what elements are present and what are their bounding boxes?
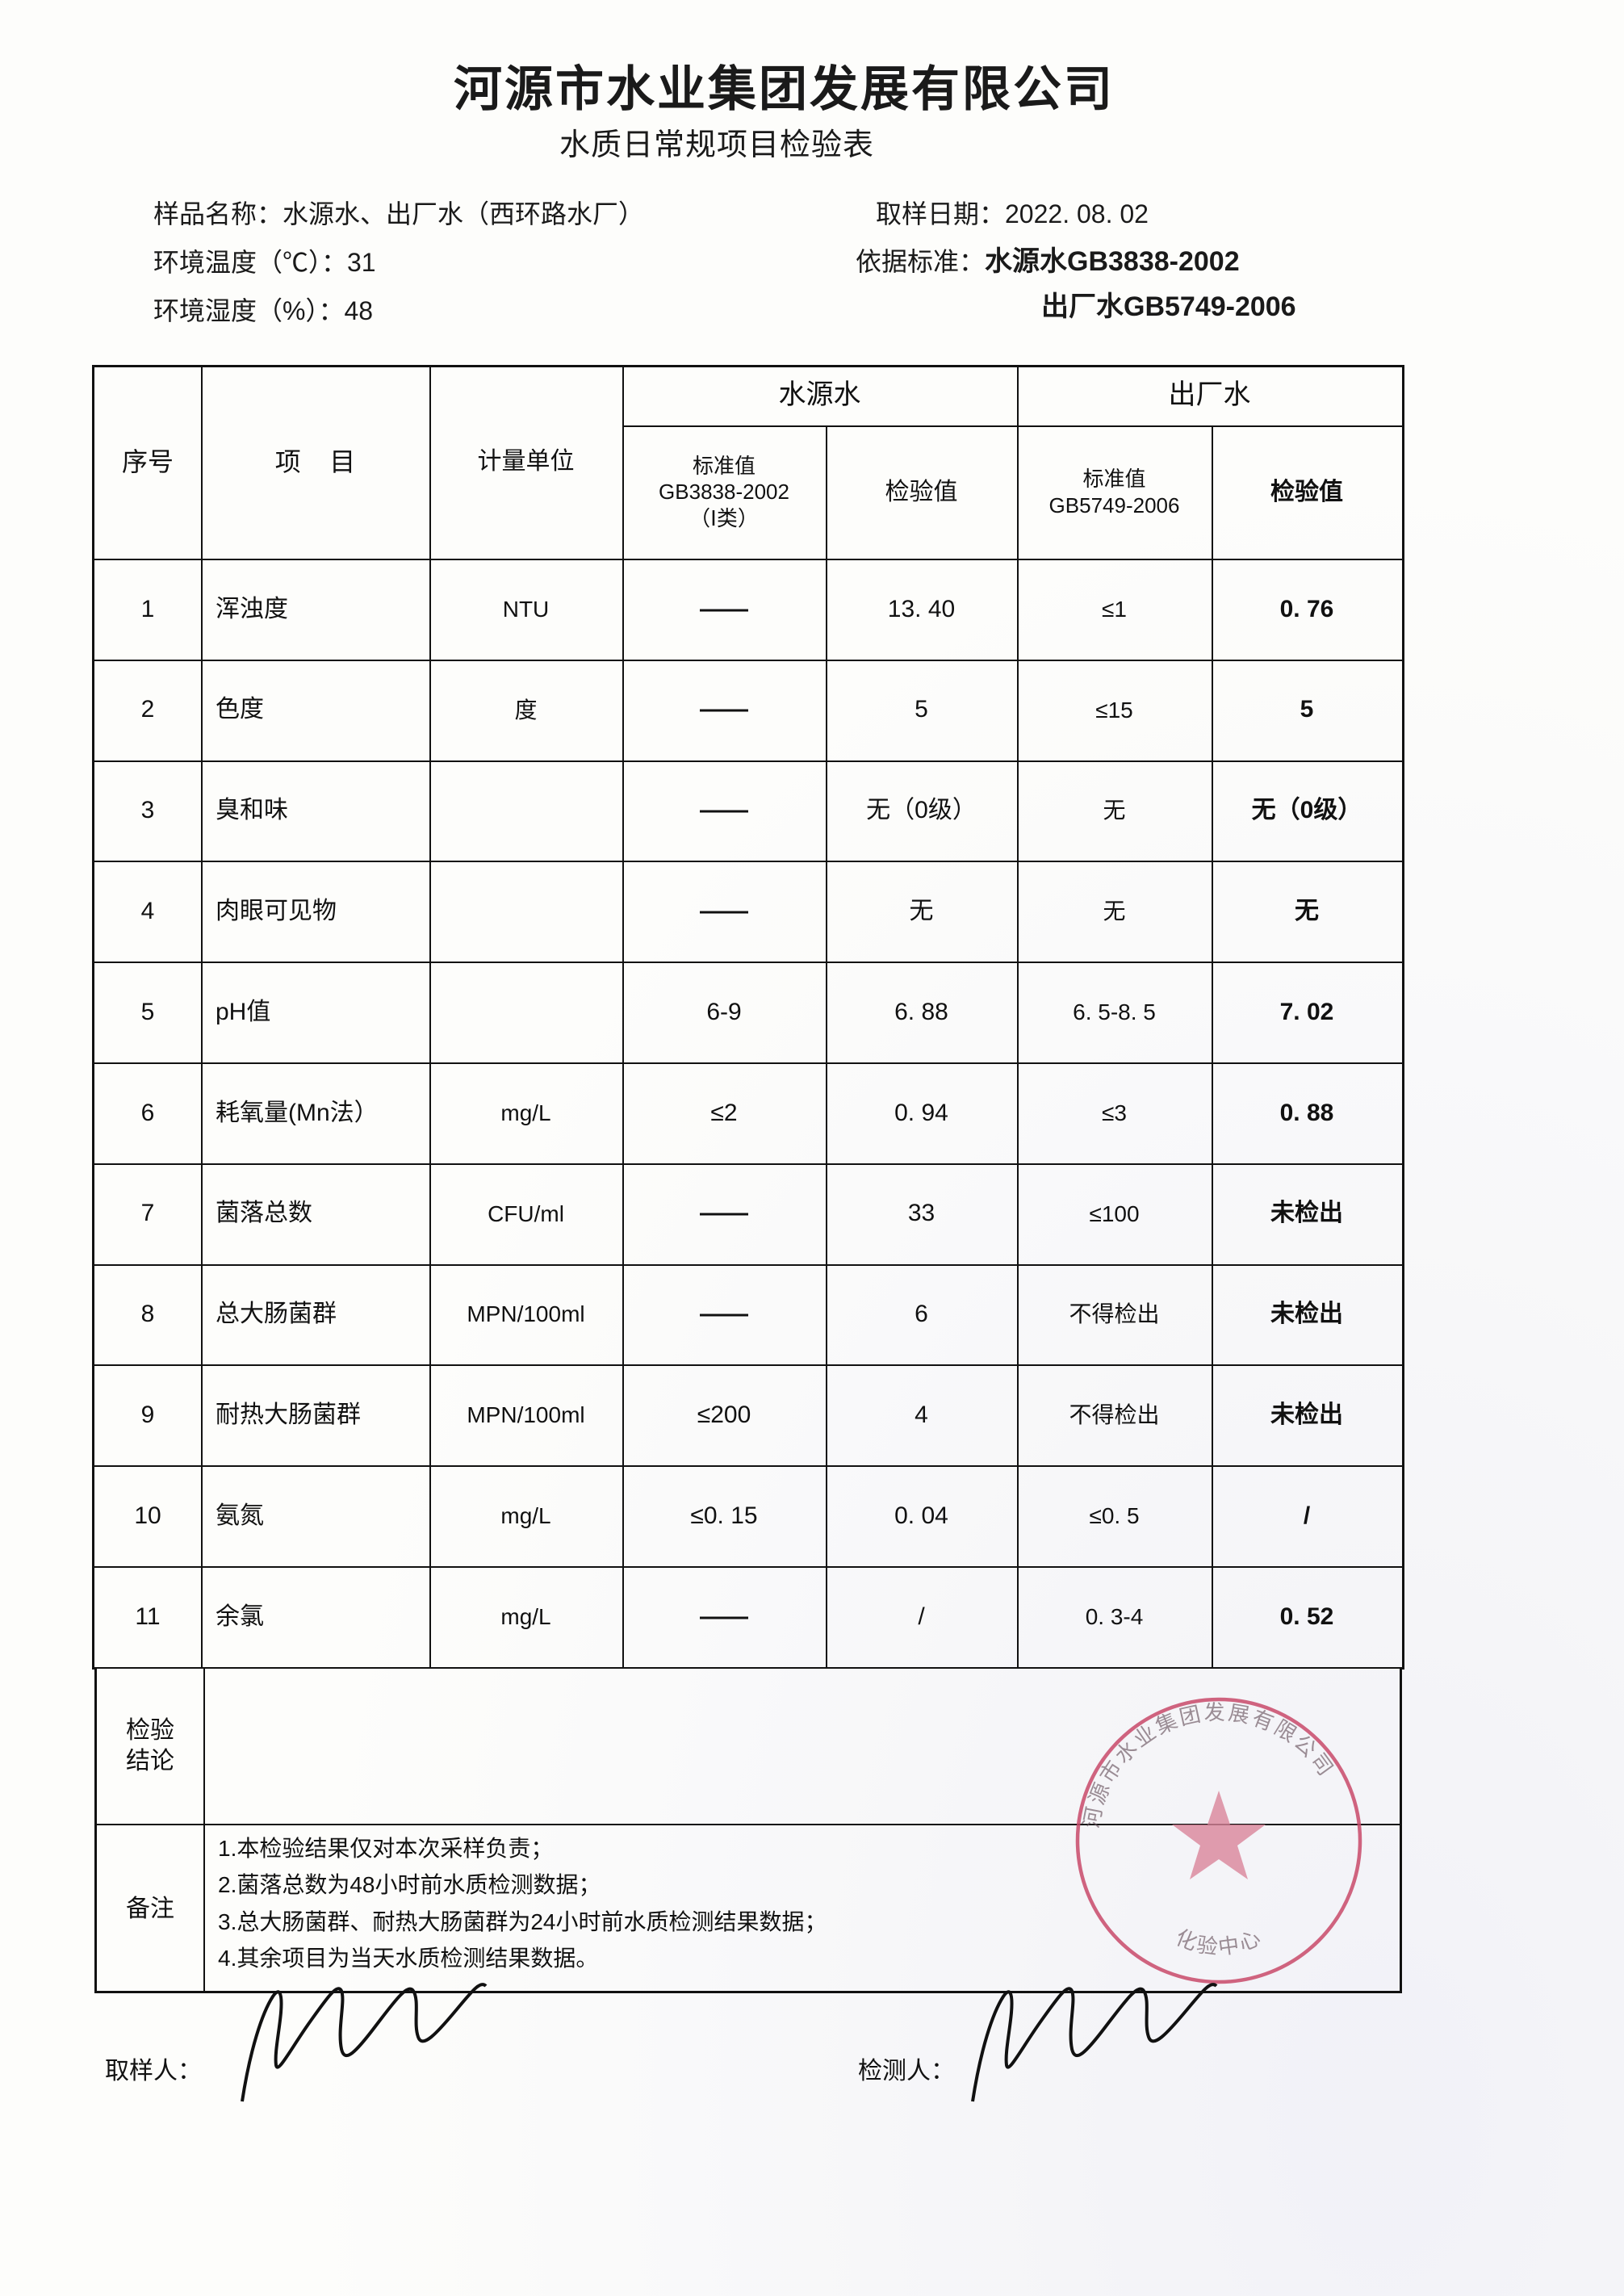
svg-text:河源市水业集团发展有限公司: 河源市水业集团发展有限公司 [1078,1700,1339,1830]
svg-text:化验中心: 化验中心 [1172,1925,1266,1959]
